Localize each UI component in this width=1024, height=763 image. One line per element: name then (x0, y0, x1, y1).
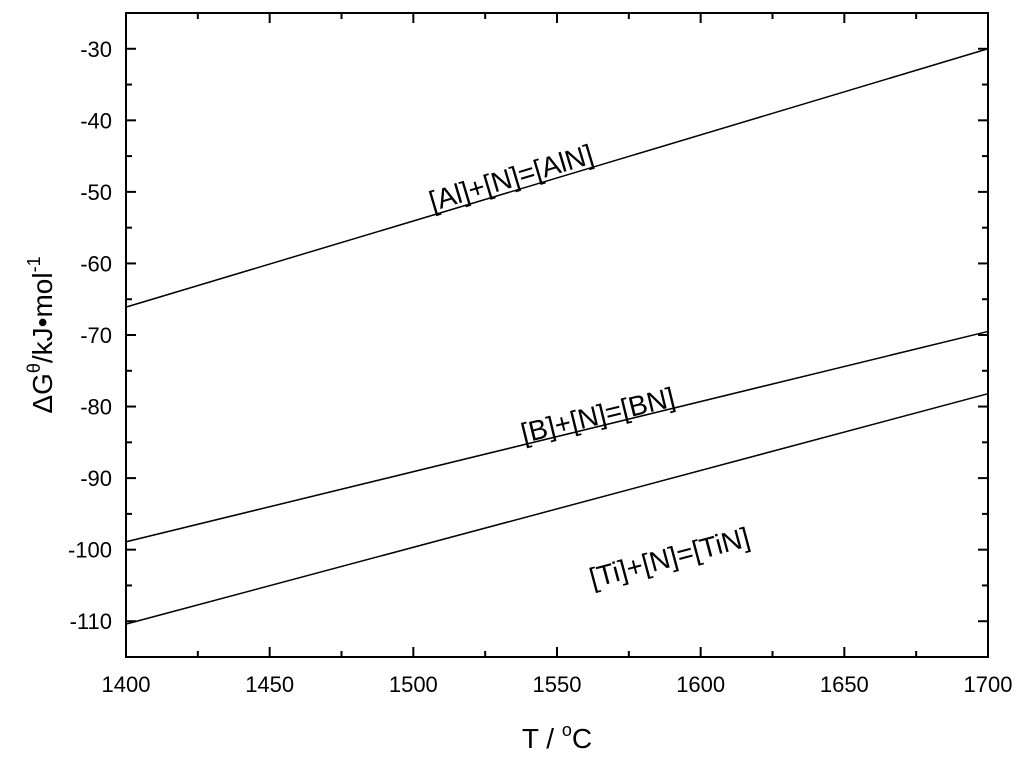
series-labels: [Al]+[N]=[AlN] [B]+[N]=[BN] [Ti]+[N]=[TiN] (425, 139, 752, 594)
y-tick-label: -40 (80, 108, 112, 133)
x-tick-label: 1650 (820, 672, 869, 697)
axis-ticks: 1400 1450 1500 1550 1600 1650 1700 -110 -100 -90 -… (68, 12, 1013, 697)
y-axis-title: ΔGθ/kJ•mol-1 (24, 256, 58, 413)
series-line-0 (125, 48, 989, 308)
x-tick-label: 1500 (389, 672, 438, 697)
y-tick-label: -50 (80, 180, 112, 205)
y-tick-label: -30 (80, 37, 112, 62)
y-tick-label: -110 (70, 609, 112, 634)
x-tick-label: 1700 (964, 672, 1013, 697)
x-axis-title: T / oC (522, 720, 592, 754)
x-tick-label: 1450 (245, 672, 294, 697)
x-tick-label: 1550 (533, 672, 582, 697)
series-line-2 (125, 392, 989, 625)
y-tick-label: -80 (80, 395, 112, 420)
y-tick-label: -70 (80, 323, 112, 348)
x-tick-label: 1600 (676, 672, 725, 697)
series-lines (125, 48, 989, 625)
series-line-1 (125, 330, 989, 543)
series-label-2: [Ti]+[N]=[TiN] (586, 521, 753, 593)
y-tick-label: -90 (80, 466, 112, 491)
series-label-1: [B]+[N]=[BN] (518, 382, 678, 449)
y-tick-label: -100 (68, 538, 112, 563)
y-tick-label: -60 (80, 251, 112, 276)
x-tick-label: 1400 (102, 672, 151, 697)
series-label-0: [Al]+[N]=[AlN] (425, 139, 596, 217)
plot-frame (125, 12, 989, 658)
plot-area (125, 12, 989, 658)
